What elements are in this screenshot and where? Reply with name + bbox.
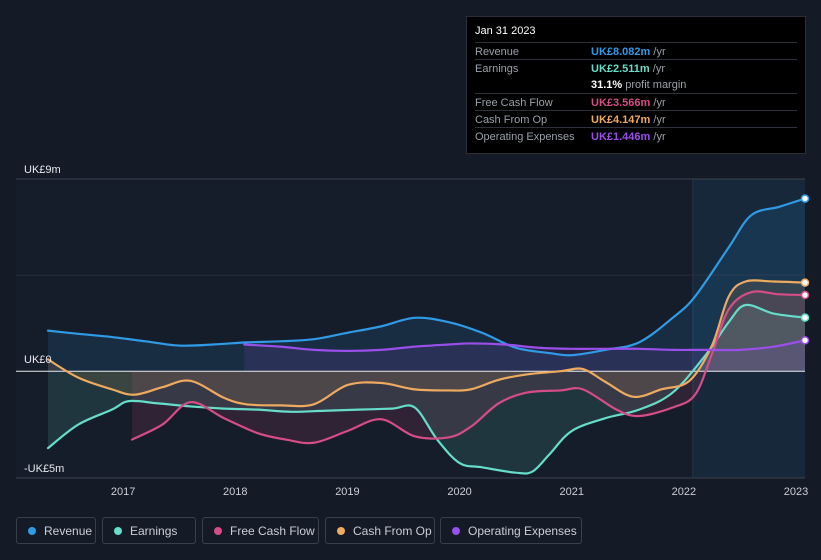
tooltip-label: Revenue [475,46,520,58]
highlight-region [692,179,805,478]
y-axis-label: UK£9m [24,164,61,176]
tooltip-row-free-cash-flow: Free Cash Flow UK£3.566m /yr [475,93,797,111]
tooltip-row-revenue: Revenue UK£8.082m /yr [475,42,797,60]
legend-label: Cash From Op [353,524,432,538]
x-tick-label: 2018 [223,486,247,498]
x-tick-label: 2022 [672,486,696,498]
tooltip-row-profit-margin: 31.1% profit margin [475,76,797,93]
x-tick-label: 2019 [335,486,359,498]
legend-dot-icon [452,527,460,535]
tooltip-row-earnings: Earnings UK£2.511m /yr [475,59,797,77]
tooltip-label: Earnings [475,63,519,75]
series-line-2 [131,290,807,445]
legend-dot-icon [114,527,122,535]
series-line-4 [243,339,807,353]
tooltip-value: UK£3.566m /yr [591,97,666,109]
legend-item-free-cash-flow[interactable]: Free Cash Flow [202,517,319,544]
legend-label: Earnings [130,524,178,538]
legend-item-operating-expenses[interactable]: Operating Expenses [440,517,582,544]
legend-label: Free Cash Flow [230,524,315,538]
tooltip-value: 31.1% profit margin [591,79,687,91]
tooltip-value: UK£8.082m /yr [591,46,666,58]
y-axis-label: -UK£5m [24,463,64,475]
tooltip-date: Jan 31 2023 [475,25,536,37]
tooltip-label: Operating Expenses [475,131,575,143]
series-end-marker-0 [800,194,810,203]
series-line-0 [46,197,807,357]
legend-item-earnings[interactable]: Earnings [102,517,196,544]
legend-dot-icon [337,527,345,535]
legend-dot-icon [214,527,222,535]
tooltip-value: UK£1.446m /yr [591,131,666,143]
tooltip-row-cash-from-op: Cash From Op UK£4.147m /yr [475,110,797,128]
tooltip-label: Free Cash Flow [475,97,553,109]
plot-background [16,179,805,478]
legend-label: Operating Expenses [468,524,577,538]
tooltip: Jan 31 2023 Revenue UK£8.082m /yr Earnin… [466,16,806,154]
legend-label: Revenue [44,524,93,538]
x-tick-label: 2017 [111,486,135,498]
series-end-marker-2 [800,290,810,300]
legend-item-cash-from-op[interactable]: Cash From Op [325,517,435,544]
series-area-3 [48,280,805,407]
series-end-marker-4 [800,336,810,345]
series-line-3 [46,279,807,408]
series-end-marker-1 [800,313,810,322]
x-tick-label: 2023 [784,486,808,498]
y-axis-label: UK£0 [24,354,52,366]
series-line-1 [46,303,807,475]
x-tick-label: 2020 [447,486,471,498]
legend-item-revenue[interactable]: Revenue [16,517,96,544]
tooltip-row-operating-expenses: Operating Expenses UK£1.446m /yr [475,127,797,145]
tooltip-value: UK£4.147m /yr [591,114,666,126]
tooltip-value: UK£2.511m /yr [591,63,666,75]
tooltip-label: Cash From Op [475,114,548,126]
legend-dot-icon [28,527,36,535]
series-area-0 [48,198,805,372]
x-tick-label: 2021 [559,486,583,498]
series-area-4 [244,340,805,372]
series-end-marker-3 [800,278,810,287]
